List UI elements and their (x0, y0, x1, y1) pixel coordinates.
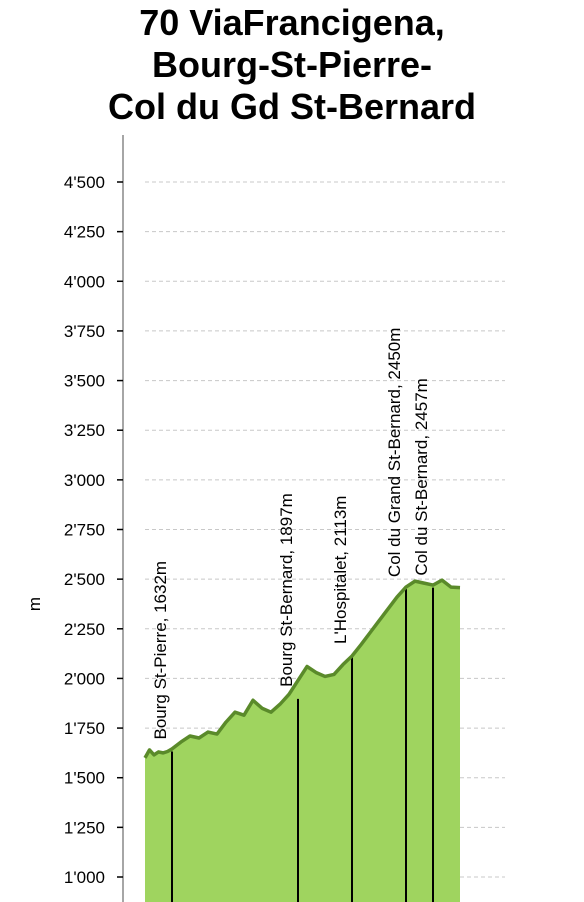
annotation-label: Bourg St-Bernard, 1897m (277, 493, 296, 687)
annotation-label: Bourg St-Pierre, 1632m (151, 561, 170, 740)
chart-title-line-1: 70 ViaFrancigena, (139, 2, 445, 43)
chart-title-line-2: Bourg-St-Pierre- (151, 44, 433, 85)
y-tick-label: 1'750 (64, 719, 105, 738)
annotation-markers (171, 587, 434, 902)
y-tick-label: 3'000 (64, 471, 105, 490)
y-tick-label: 4'500 (64, 173, 105, 192)
annotation-label: Col du St-Bernard, 2457m (412, 378, 431, 576)
y-axis-ticks: 1'000 1'250 1'500 1'750 2'000 2'250 2'500 2'750… (64, 173, 123, 887)
y-tick-label: 1'500 (64, 769, 105, 788)
y-tick-label: 2'250 (64, 620, 105, 639)
y-tick-label: 1'250 (64, 818, 105, 837)
annotation-labels: Bourg St-Pierre, 1632m Bourg St-Bernard, … (151, 328, 431, 740)
elevation-area (145, 580, 460, 902)
y-tick-label: 2'000 (64, 669, 105, 688)
y-tick-label: 3'250 (64, 421, 105, 440)
y-tick-label: 3'500 (64, 372, 105, 391)
y-tick-label: 1'000 (64, 868, 105, 887)
y-tick-label: 2'750 (64, 521, 105, 540)
y-tick-label: 2'500 (64, 570, 105, 589)
annotation-label: L'Hospitalet, 2113m (331, 496, 350, 644)
y-tick-label: 3'750 (64, 322, 105, 341)
chart-title-line-3: Col du Gd St-Bernard (108, 86, 476, 127)
y-tick-label: 4'000 (64, 272, 105, 291)
elevation-line (143, 578, 461, 759)
chart-title: 70 ViaFrancigena, Bourg-St-Pierre- Col d… (0, 2, 584, 128)
annotation-label: Col du Grand St-Bernard, 2450m (385, 328, 404, 577)
y-tick-label: 4'250 (64, 223, 105, 242)
y-axis-label: m (25, 597, 44, 611)
